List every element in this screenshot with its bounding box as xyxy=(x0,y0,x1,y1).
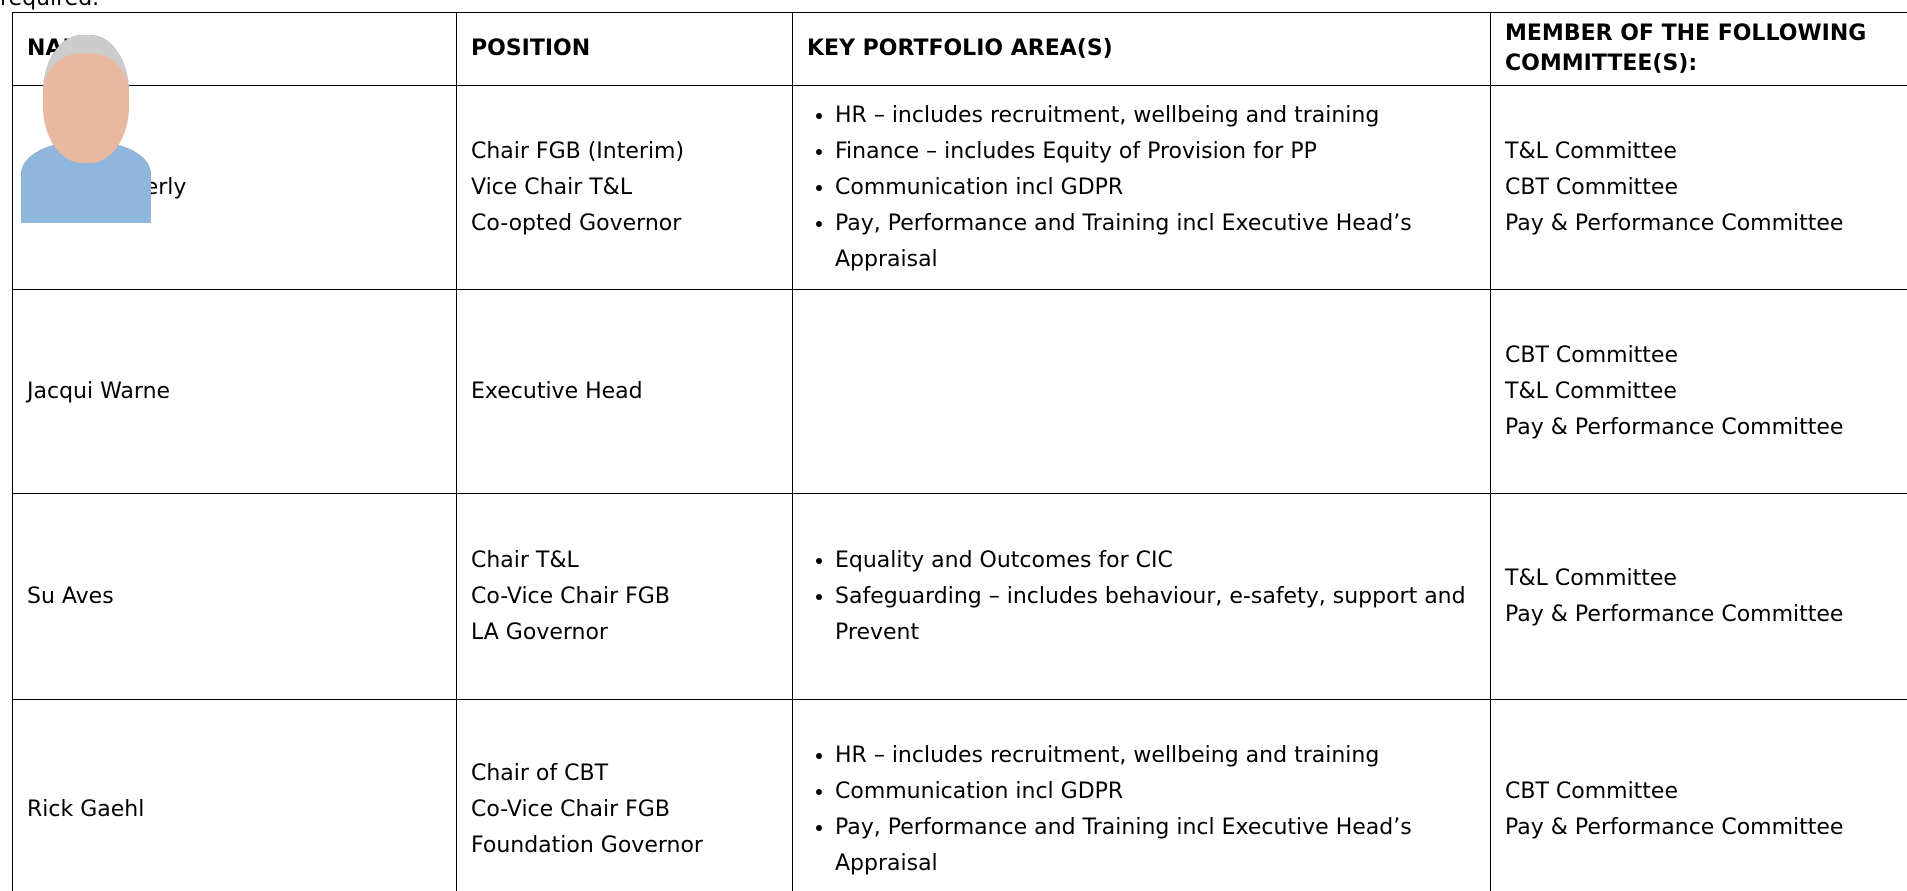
photo-head xyxy=(42,34,129,163)
name: Su Aves xyxy=(27,583,114,609)
committee: Pay & Performance Committee xyxy=(1505,601,1844,627)
portfolio-list: HR – includes recruitment, wellbeing and… xyxy=(807,98,1476,278)
portfolio-item: Communication incl GDPR xyxy=(835,774,1476,810)
portfolio-item: Safeguarding – includes behaviour, e-saf… xyxy=(835,579,1476,651)
top-text: required. xyxy=(0,0,99,11)
portfolio-item: HR – includes recruitment, wellbeing and… xyxy=(835,98,1476,134)
portfolio-item: Pay, Performance and Training incl Execu… xyxy=(835,810,1476,882)
name-cell: Rick Gaehl xyxy=(12,34,457,891)
position-cell: Chair T&L Co-Vice Chair FGB LA Governor xyxy=(456,493,793,700)
portfolio-item: Finance – includes Equity of Provision f… xyxy=(835,134,1476,170)
position-line: Chair of CBT xyxy=(471,760,609,786)
position-line: Co-opted Governor xyxy=(471,210,682,236)
position-line: Executive Head xyxy=(471,378,643,404)
table-row: Rick Gaehl Chair of CBT Co-Vice Chair FGB F… xyxy=(12,34,1907,891)
position-cell: Executive Head xyxy=(456,289,793,494)
portfolio-list: HR – includes recruitment, wellbeing and… xyxy=(807,738,1476,882)
committee: CBT Committee xyxy=(1505,778,1679,804)
name-cell: Jacqui Warne xyxy=(12,34,457,494)
table-body: Steve CleverlyChair FGB (Interim)Vice Ch… xyxy=(12,34,1907,891)
position-cell: Chair of CBT Co-Vice Chair FGB Foundation … xyxy=(456,699,793,891)
committee: CBT Committee xyxy=(1505,342,1679,368)
header-cell: KEY PORTFOLIO AREA(S) xyxy=(792,12,1491,86)
committee: T&L Committee xyxy=(1505,138,1677,164)
position-line: Vice Chair T&L xyxy=(471,174,633,200)
header-cell: MEMBER OF THE FOLLOWING COMMITTEE(S): xyxy=(1490,12,1907,86)
portfolio-cell: HR – includes recruitment, wellbeing and… xyxy=(792,699,1491,891)
position-line: Foundation Governor xyxy=(471,832,703,858)
table-row: Steve CleverlyChair FGB (Interim)Vice Ch… xyxy=(12,34,1907,290)
position-line: Co-Vice Chair FGB xyxy=(471,796,670,822)
committee: Pay & Performance Committee xyxy=(1505,814,1844,840)
header-row: NAMEPOSITIONKEY PORTFOLIO AREA(S)MEMBER … xyxy=(12,12,1907,86)
position-line: Chair T&L xyxy=(471,547,579,573)
portfolio-list: Equality and Outcomes for CICSafeguardin… xyxy=(807,543,1476,651)
name: Rick Gaehl xyxy=(27,796,145,822)
committee: T&L Committee xyxy=(1505,565,1677,591)
committee: Pay & Performance Committee xyxy=(1505,414,1844,440)
committee: CBT Committee xyxy=(1505,174,1679,200)
committees-cell: T&L Committee CBT Committee Pay & Performa… xyxy=(1490,85,1907,290)
portfolio-cell: HR – includes recruitment, wellbeing and… xyxy=(792,85,1491,290)
committee: T&L Committee xyxy=(1505,378,1677,404)
position-cell: Chair FGB (Interim) Vice Chair T&L Co-opte… xyxy=(456,85,793,290)
table-row: Su Aves Chair T&L Co-Vice Chair FGB LA Gove… xyxy=(12,34,1907,700)
portfolio-item: Communication incl GDPR xyxy=(835,170,1476,206)
committees-cell: CBT Committee Pay & Performance Committee xyxy=(1490,699,1907,891)
header-cell: POSITION xyxy=(456,12,793,86)
committees-cell: CBT Committee T&L Committee Pay & Performa… xyxy=(1490,289,1907,494)
portfolio-item: Pay, Performance and Training incl Execu… xyxy=(835,206,1476,278)
governors-table: NAMEPOSITIONKEY PORTFOLIO AREA(S)MEMBER … xyxy=(12,12,1907,891)
name: Jacqui Warne xyxy=(27,378,171,404)
position-line: Chair FGB (Interim) xyxy=(471,138,685,164)
portfolio-cell: Equality and Outcomes for CICSafeguardin… xyxy=(792,493,1491,700)
position-line: LA Governor xyxy=(471,619,608,645)
position-line: Co-Vice Chair FGB xyxy=(471,583,670,609)
table-row: Jacqui Warne Executive Head CBT Committee T… xyxy=(12,34,1907,494)
name-cell: Su Aves xyxy=(12,34,457,700)
portfolio-item: HR – includes recruitment, wellbeing and… xyxy=(835,738,1476,774)
portfolio-cell xyxy=(792,289,1491,494)
committees-cell: T&L Committee Pay & Performance Committee xyxy=(1490,493,1907,700)
portfolio-item: Equality and Outcomes for CIC xyxy=(835,543,1476,579)
committee: Pay & Performance Committee xyxy=(1505,210,1844,236)
